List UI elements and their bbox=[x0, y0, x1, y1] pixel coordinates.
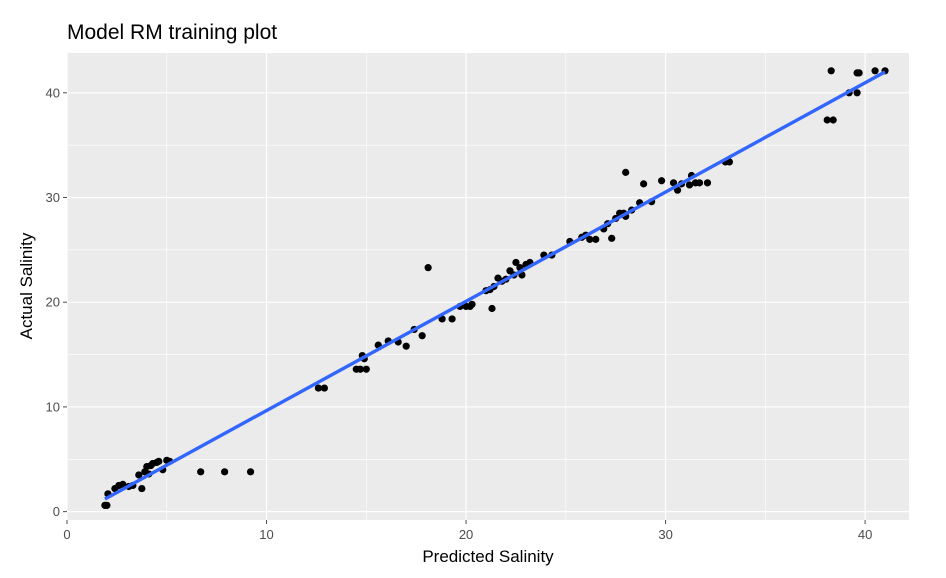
x-tick-label: 40 bbox=[858, 527, 872, 542]
y-axis: 0 10 20 30 40 bbox=[46, 85, 67, 519]
fit-line bbox=[104, 70, 886, 501]
data-point bbox=[622, 168, 630, 176]
data-point bbox=[320, 384, 328, 392]
data-point bbox=[448, 315, 456, 323]
fit-line-layer bbox=[104, 70, 886, 501]
chart-title: Model RM training plot bbox=[67, 21, 277, 44]
data-point bbox=[402, 342, 410, 350]
x-tick-label: 30 bbox=[658, 527, 672, 542]
data-point bbox=[356, 365, 364, 373]
x-tick-label: 0 bbox=[63, 527, 70, 542]
data-point bbox=[424, 264, 432, 272]
data-point bbox=[197, 468, 205, 476]
data-point bbox=[512, 258, 520, 267]
data-point bbox=[103, 501, 111, 509]
data-point bbox=[138, 484, 146, 493]
data-point bbox=[871, 67, 879, 75]
data-point bbox=[695, 179, 704, 187]
points-layer bbox=[101, 67, 889, 509]
y-tick-label: 40 bbox=[46, 85, 60, 100]
data-point bbox=[246, 468, 255, 476]
data-point bbox=[669, 179, 678, 187]
data-point bbox=[362, 365, 370, 373]
y-tick-label: 10 bbox=[46, 399, 60, 414]
data-point bbox=[119, 480, 127, 488]
data-point bbox=[592, 235, 600, 243]
data-point bbox=[640, 180, 648, 188]
major-gridlines bbox=[66, 53, 909, 520]
data-point bbox=[468, 300, 476, 308]
y-tick-label: 30 bbox=[46, 190, 60, 205]
data-point bbox=[608, 234, 616, 242]
data-point bbox=[855, 69, 863, 77]
data-point bbox=[823, 116, 831, 124]
data-point bbox=[657, 177, 666, 185]
data-point bbox=[685, 181, 694, 189]
data-point bbox=[314, 384, 323, 392]
x-axis: 0 10 20 30 40 bbox=[63, 520, 872, 542]
data-point bbox=[418, 332, 426, 340]
x-tick-label: 10 bbox=[259, 527, 273, 542]
data-point bbox=[488, 304, 496, 313]
y-tick-label: 0 bbox=[53, 504, 60, 519]
data-point bbox=[221, 468, 229, 476]
data-point bbox=[135, 471, 143, 479]
y-axis-title: Actual Salinity bbox=[17, 232, 36, 339]
data-point bbox=[586, 235, 594, 243]
data-point bbox=[827, 67, 835, 75]
y-tick-label: 20 bbox=[46, 295, 60, 310]
x-tick-label: 20 bbox=[459, 527, 473, 542]
x-axis-title: Predicted Salinity bbox=[422, 547, 554, 566]
minor-gridlines bbox=[67, 53, 909, 520]
data-point bbox=[853, 89, 861, 97]
data-point bbox=[703, 179, 712, 187]
data-point bbox=[725, 158, 734, 166]
data-point bbox=[829, 116, 837, 124]
data-point bbox=[155, 457, 163, 465]
